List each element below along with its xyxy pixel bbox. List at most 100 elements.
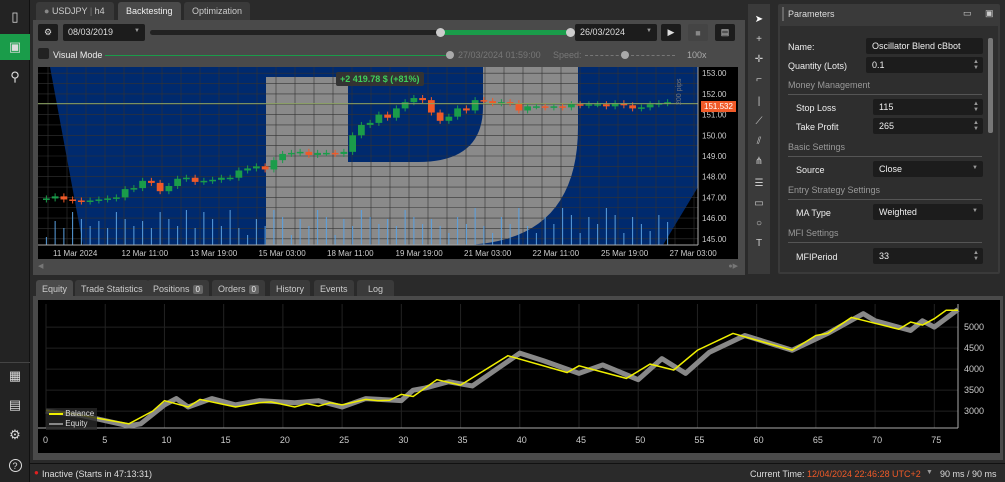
tab-orders[interactable]: Orders 0 (212, 280, 265, 297)
tab-symbol[interactable]: ● USDJPY | h4 (36, 2, 114, 21)
tab-optimization[interactable]: Optimization (184, 2, 251, 21)
wallet-icon[interactable]: ▤ (8, 397, 22, 412)
tab-trade-statistics[interactable]: Trade Statistics (75, 280, 149, 297)
visual-mode-checkbox[interactable] (38, 48, 49, 59)
price-tick-label: 146.00 (702, 214, 727, 223)
spinner-icon[interactable]: ▲ ▼ (973, 101, 979, 113)
candle (86, 200, 94, 202)
chevron-down-icon[interactable]: ▼ (926, 469, 933, 476)
parameters-scrollbar[interactable] (988, 38, 993, 133)
search-analysis-icon[interactable]: ⚲ (10, 69, 20, 84)
ma-type-label: MA Type (796, 208, 831, 218)
candle (305, 151, 313, 155)
candle (209, 179, 216, 182)
candle (445, 116, 453, 121)
open-folder-icon[interactable]: ▭ (963, 8, 972, 18)
time-tick-label: 18 Mar 11:00 (327, 249, 374, 258)
stop-loss-value: 115 (879, 102, 894, 112)
start-date-picker[interactable]: 08/03/2019 ▼ (63, 24, 145, 41)
x-tick-label: 5 (102, 435, 107, 445)
y-tick-label: 4500 (964, 343, 984, 353)
cursor-icon[interactable]: ➤ (754, 13, 764, 25)
rectangle-icon[interactable]: ▭ (754, 197, 764, 209)
candle (69, 199, 76, 201)
equity-chart-svg: 0 5 10 15 20 25 30 35 40 45 50 55 60 65 70 75 3000 3500 40… (38, 304, 984, 445)
candle (454, 108, 461, 117)
gear-icon[interactable]: ⚙ (9, 427, 21, 442)
price-chart[interactable]: 153.00 152.00 151.00 150.00 149.00 148.00 147.… (38, 67, 738, 259)
candle (165, 186, 173, 192)
candlestick-icon[interactable]: ▯ (11, 9, 19, 24)
source-select[interactable]: Close ▼ (873, 161, 983, 177)
save-icon[interactable]: ▤ (715, 24, 735, 41)
candle (358, 124, 365, 136)
candle (121, 189, 129, 198)
pips-label: 200 pips (676, 78, 683, 105)
tab-backtesting[interactable]: Backtesting (118, 2, 181, 21)
chart-scrollbar[interactable]: ◀ ●▶ (38, 263, 738, 270)
stop-button[interactable]: ■ (688, 24, 708, 41)
x-tick-label: 55 (694, 435, 704, 445)
ma-type-select[interactable]: Weighted ▼ (873, 204, 983, 220)
crosshair-icon[interactable]: + (756, 33, 762, 45)
quantity-stepper[interactable]: 0.1 ▲ ▼ (866, 57, 983, 73)
range-end-handle[interactable] (566, 28, 575, 37)
time-tick-label: 11 Mar 2024 (53, 249, 98, 258)
profit-overlay: +2 419.78 $ (+81%) (336, 72, 424, 86)
tab-positions[interactable]: Positions 0 (147, 280, 209, 297)
help-icon[interactable]: ? (0, 452, 30, 478)
equity-legend: Balance Equity (46, 408, 98, 430)
tab-equity[interactable]: Equity (36, 280, 74, 297)
spinner-icon[interactable]: ▲ ▼ (973, 59, 979, 71)
quantity-value: 0.1 (872, 60, 885, 70)
measure-icon[interactable]: ⌐ (756, 73, 762, 85)
price-tick-label: 148.00 (702, 173, 727, 182)
play-button[interactable]: ▶ (661, 24, 681, 41)
time-tick-label: 27 Mar 03:00 (670, 249, 718, 258)
channel-icon[interactable]: ⫽ (756, 135, 762, 147)
settings-button[interactable]: ⚙ (38, 24, 58, 41)
date-range-slider[interactable] (150, 28, 575, 37)
timezone-selector[interactable]: UTC+2 (892, 469, 921, 479)
spinner-icon[interactable]: ▲ ▼ (973, 120, 979, 132)
time-tick-label: 25 Mar 19:00 (601, 249, 649, 258)
calculator-icon[interactable]: ▦ (0, 362, 30, 388)
time-tick-label: 22 Mar 11:00 (533, 249, 580, 258)
name-input[interactable]: Oscillator Blend cBbot (866, 38, 983, 54)
speed-slider[interactable] (585, 55, 675, 56)
legend-equity: Equity (65, 419, 88, 428)
candle (550, 106, 558, 108)
date-range-fill (439, 30, 570, 35)
end-date-picker[interactable]: 26/03/2024 ▼ (575, 24, 657, 41)
cross-icon[interactable]: ✛ (754, 53, 764, 65)
candle (428, 100, 435, 113)
visual-progress-handle[interactable] (446, 51, 454, 59)
robot-icon[interactable]: ▣ (0, 34, 30, 60)
status-text: Inactive (Starts in 47:13:31) (42, 469, 153, 479)
candle (104, 198, 111, 200)
text-icon[interactable]: T (755, 237, 763, 249)
line-icon[interactable]: | (757, 95, 761, 107)
take-profit-stepper[interactable]: 265 ▲ ▼ (873, 118, 983, 134)
candle (156, 182, 164, 192)
visual-progress-track[interactable] (105, 55, 450, 56)
range-start-handle[interactable] (435, 28, 445, 37)
ellipse-icon[interactable]: ○ (755, 217, 763, 229)
tab-events[interactable]: Events (314, 280, 354, 297)
tab-log[interactable]: Log (357, 280, 395, 297)
trendline-icon[interactable]: ⟋ (755, 115, 763, 127)
candle (576, 104, 584, 106)
fibonacci-icon[interactable]: ☰ (754, 177, 764, 189)
x-tick-label: 25 (339, 435, 349, 445)
speed-handle[interactable] (621, 51, 629, 59)
stop-loss-stepper[interactable]: 115 ▲ ▼ (873, 99, 983, 115)
pitchfork-icon[interactable]: ⋔ (754, 155, 764, 167)
positions-label: Positions (153, 284, 190, 294)
mfi-period-stepper[interactable]: 33 ▲ ▼ (873, 248, 983, 264)
end-date-value: 26/03/2024 (580, 27, 626, 37)
spinner-icon[interactable]: ▲ ▼ (973, 250, 979, 262)
save-icon[interactable]: ▣ (985, 8, 994, 18)
y-tick-label: 3500 (964, 385, 984, 395)
section-money-management: Money Management (788, 80, 982, 95)
tab-history[interactable]: History (270, 280, 311, 297)
